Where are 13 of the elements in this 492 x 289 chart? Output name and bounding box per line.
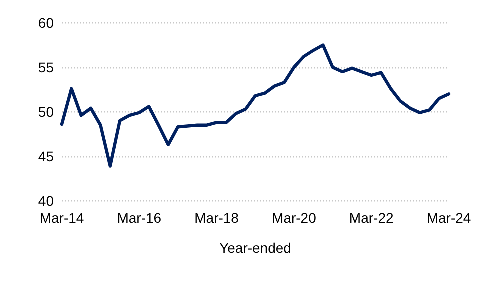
x-tick-label: Mar-22	[349, 210, 394, 226]
x-tick-label: Mar-24	[426, 210, 472, 226]
line-series	[60, 44, 451, 168]
y-tick-label: 55	[38, 60, 54, 76]
y-tick-label: 50	[38, 104, 54, 120]
y-tick-label: 60	[38, 15, 54, 31]
x-tick-label: Mar-14	[40, 210, 84, 226]
y-tick-label: 40	[38, 193, 54, 209]
x-tick-label: Mar-16	[117, 210, 162, 226]
y-tick-label: 45	[38, 148, 54, 164]
x-tick-label: Mar-18	[194, 210, 240, 226]
x-axis-title: Year-ended	[220, 240, 292, 256]
x-tick-label: Mar-20	[272, 210, 317, 226]
